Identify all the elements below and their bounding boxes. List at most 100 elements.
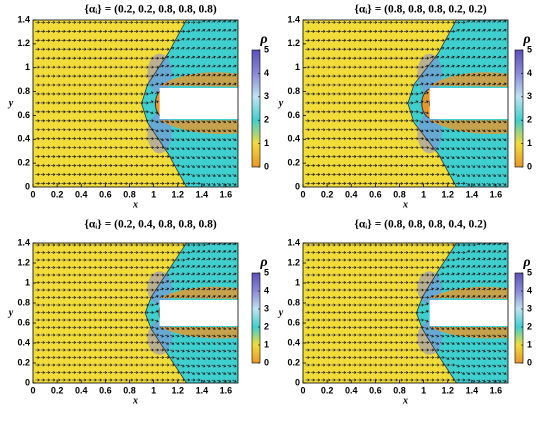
colorbar-tick-label: 4 [264,68,269,78]
body [429,87,508,120]
y-tick-label: 1.2 [17,38,30,48]
colorbar-tick-label: 0 [264,357,269,367]
x-tick-label: 0.6 [369,385,382,395]
x-tick-label: 1.4 [466,385,479,395]
x-tick-label: 0 [300,385,305,395]
colorbar-tick-label: 2 [527,321,532,331]
colorbar [251,272,261,364]
x-tick-label: 0.2 [321,189,334,199]
y-tick-label: 0.6 [17,317,30,327]
y-tick-label: 0.2 [287,357,300,367]
y-tick-label: 0.2 [287,158,300,168]
colorbar [514,49,524,168]
colorbar-tick-label: 1 [264,138,269,148]
body [159,87,238,120]
colorbar-tick-label: 3 [527,91,532,101]
body [159,300,238,326]
velocity-arrows [305,243,508,383]
y-tick-label: 0.8 [287,86,300,96]
x-tick-label: 0.4 [345,385,358,395]
chart-title: {αᵢ} = (0.8, 0.8, 0.8, 0.4, 0.2) [354,219,487,231]
shock-line [407,20,457,187]
velocity-arrows [35,243,238,383]
y-tick-label: 0 [25,377,30,387]
x-tick-label: 1.4 [466,189,479,199]
colorbar-tick-label: 3 [264,91,269,101]
x-tick-label: 0.8 [123,189,136,199]
colorbar-tick-label: 4 [264,285,269,295]
y-tick-label: 1 [295,277,300,287]
x-tick-label: 0.8 [123,385,136,395]
y-tick-label: 0.6 [17,110,30,120]
x-tick-label: 0.4 [345,189,358,199]
colorbar-tick-label: 1 [264,339,269,349]
x-tick-label: 0.8 [393,385,406,395]
y-tick-label: 1.4 [287,237,300,247]
x-tick-label: 0.2 [321,385,334,395]
velocity-arrows [35,20,238,186]
y-tick-label: 0.8 [17,297,30,307]
chart-title: {αᵢ} = (0.2, 0.2, 0.8, 0.8, 0.8) [84,4,217,16]
x-tick-label: 1.4 [196,385,209,395]
colorbar-tick-label: 1 [527,138,532,148]
x-tick-label: 0.8 [393,189,406,199]
x-tick-label: 0.6 [99,385,112,395]
y-tick-label: 0 [295,181,300,191]
y-tick-label: 0.2 [17,158,30,168]
plot-frame [32,19,239,188]
dense-region [147,53,172,94]
y-tick-label: 1.2 [287,38,300,48]
x-tick-label: 1.6 [490,385,503,395]
field [33,243,238,383]
chart-title: {αᵢ} = (0.2, 0.4, 0.8, 0.8, 0.8) [84,219,217,231]
y-axis-label: y [8,98,14,109]
shock-line [144,243,187,383]
x-axis-label: x [402,395,408,406]
y-tick-label: 0.4 [17,337,30,347]
colorbar-tick-label: 2 [264,321,269,331]
panel: 0 0.2 0.4 0.6 0.8 1 1.2 1.4 1.6 0 0.2 0.4 0.6 0.8 1 1.2… [278,219,532,407]
colorbar-tick-label: 2 [264,115,269,125]
x-tick-label: 1.6 [220,189,233,199]
field [303,243,508,383]
y-tick-label: 1 [295,62,300,72]
plot-frame [32,242,239,384]
shock-line [141,20,187,187]
x-tick-label: 1 [421,189,426,199]
x-axis-label: x [132,199,138,210]
colorbar-tick-label: 4 [527,68,532,78]
y-tick-label: 0.6 [287,317,300,327]
y-tick-label: 0.2 [17,357,30,367]
colorbar-tick-label: 0 [527,357,532,367]
y-tick-label: 0 [25,181,30,191]
chart-title: {αᵢ} = (0.8, 0.8, 0.8, 0.2, 0.2) [354,4,487,16]
x-tick-label: 1 [151,189,156,199]
y-tick-label: 1.2 [17,257,30,267]
colorbar-tick-label: 5 [527,267,532,277]
dense-region [417,53,442,94]
x-tick-label: 1.6 [220,385,233,395]
panel: 0 0.2 0.4 0.6 0.8 1 1.2 1.4 1.6 0 0.2 0.4 0.6 0.8 1 1.2… [8,219,269,407]
colorbar-tick-label: 3 [264,303,269,313]
colorbar-label: ρ [259,32,267,47]
y-tick-label: 0.8 [287,297,300,307]
field [303,20,508,187]
colorbar-label: ρ [259,255,267,270]
y-tick-label: 1.2 [287,257,300,267]
y-tick-label: 1.4 [287,14,300,24]
plot-frame [302,19,509,188]
colorbar-tick-label: 1 [527,339,532,349]
colorbar-tick-label: 5 [264,44,269,54]
y-tick-label: 1 [25,277,30,287]
x-tick-label: 1.4 [196,189,209,199]
velocity-arrows [305,20,508,186]
colorbar-label: ρ [522,32,530,47]
body [429,300,508,326]
y-tick-label: 0 [295,377,300,387]
x-tick-label: 0 [300,189,305,199]
x-tick-label: 1 [421,385,426,395]
x-tick-label: 0 [30,385,35,395]
x-tick-label: 1.2 [171,385,184,395]
x-tick-label: 1.2 [171,189,184,199]
colorbar-tick-label: 5 [527,44,532,54]
